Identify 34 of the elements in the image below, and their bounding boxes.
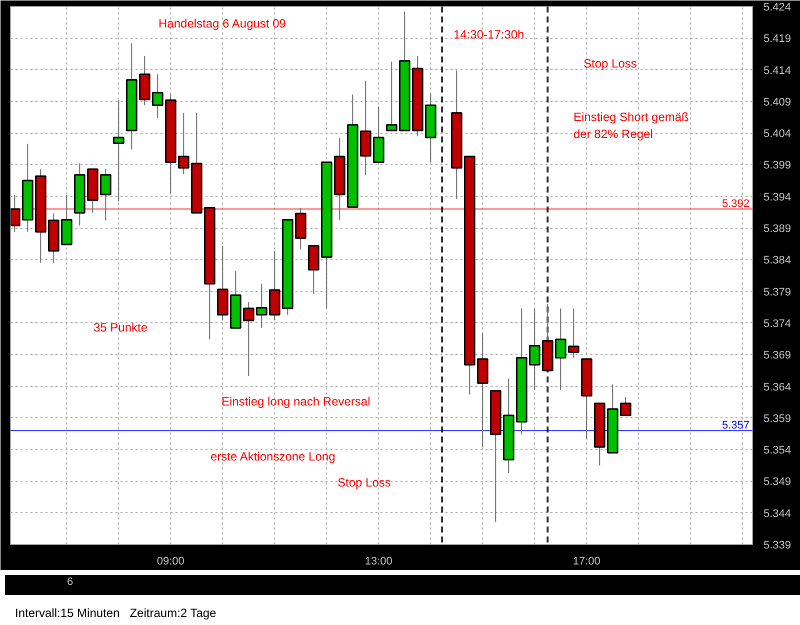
annotation: Stop Loss: [584, 56, 637, 70]
y-tick-label: 5.379: [764, 286, 792, 298]
y-tick-label: 5.369: [764, 350, 792, 362]
y-tick-label: 5.424: [764, 2, 792, 14]
candlestick: [112, 100, 124, 202]
annotation: Handelstag 6 August 09: [158, 16, 286, 30]
text: Intervall:15 Minuten Zeitraum:2 Tage: [15, 605, 216, 622]
ref-line-label: 5.392: [722, 198, 750, 210]
ref-line-label: 5.357: [722, 420, 750, 432]
annotation: Stop Loss: [338, 476, 391, 490]
y-tick-label: 5.349: [764, 476, 792, 488]
y-tick-label: 5.414: [764, 64, 792, 77]
y-tick-label: 5.354: [764, 444, 792, 457]
annotation: 35 Punkte: [94, 320, 148, 334]
text: 6: [67, 575, 74, 590]
y-tick-label: 5.404: [764, 128, 792, 140]
x-tick-label: 13:00: [364, 556, 392, 568]
y-tick-label: 5.389: [764, 223, 792, 236]
y-tick-label: 5.419: [764, 33, 792, 46]
y-tick-label: 5.399: [764, 160, 792, 172]
y-tick-label: 5.364: [764, 381, 792, 394]
x-tick-label: 17:00: [572, 556, 600, 568]
y-tick-label: 5.339: [764, 540, 792, 552]
annotation: 14:30-17:30h: [454, 28, 524, 42]
y-tick-label: 5.409: [764, 96, 792, 108]
annotation: Einstieg long nach Reversal: [222, 394, 370, 408]
y-tick-label: 5.374: [764, 318, 792, 330]
y-tick-label: 5.394: [764, 191, 792, 204]
annotation: Einstieg Short gemäß der 82% Regel: [574, 110, 689, 141]
annotation: erste Aktionszone Long: [210, 450, 336, 464]
y-tick-label: 5.344: [764, 508, 792, 520]
x-tick-label: 09:00: [156, 556, 184, 568]
y-tick-label: 5.359: [764, 412, 792, 425]
y-tick-label: 5.384: [764, 254, 792, 267]
